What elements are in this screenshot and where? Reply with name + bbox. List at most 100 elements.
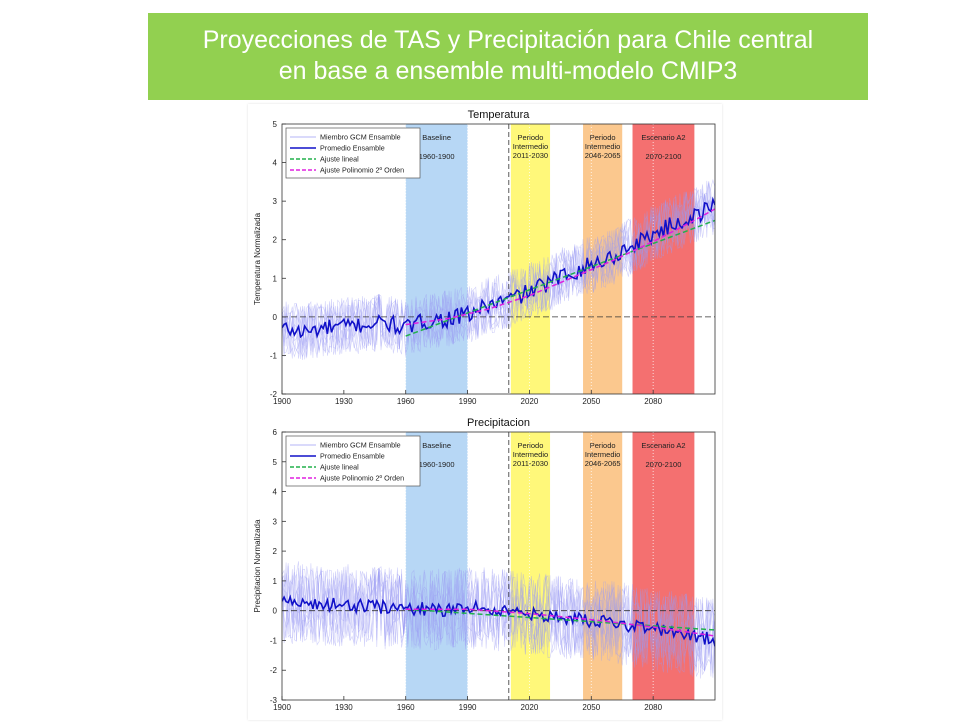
x-tick-label-5: 2020	[521, 397, 539, 406]
member-line-3	[282, 568, 715, 676]
y-tick-label-2: -2	[270, 666, 278, 675]
legend: Miembro GCM Ensamble Promedio Ensamble Aju…	[285, 435, 421, 487]
period-label-4: Escenario A2	[641, 133, 685, 142]
series-line-fit-1	[405, 219, 715, 337]
period-label-line: Intermedio	[585, 450, 620, 459]
series-line-fit-2	[405, 208, 715, 326]
period-label-line: Periodo	[590, 441, 616, 450]
member-line-4	[282, 180, 715, 358]
x-tick-label-6: 2050	[582, 703, 600, 712]
figure: Baseline 1960-1900 Periodo Intermedio 2011-2…	[248, 104, 722, 720]
y-tick-label-6: 3	[273, 197, 278, 206]
slide-title-line-1: Proyecciones de TAS y Precipitación para…	[202, 26, 814, 54]
period-label-line: Periodo	[590, 133, 616, 142]
series-mean-group	[282, 594, 715, 647]
period-label-2: Periodo Intermedio	[513, 133, 548, 151]
period-label-line: Intermedio	[513, 450, 548, 459]
period-label-3: Periodo Intermedio	[585, 133, 620, 151]
x-tick-label-4: 1990	[459, 397, 477, 406]
y-axis-label: Precipitacion Normalizada	[253, 519, 262, 612]
period-label-1: Baseline	[422, 441, 451, 450]
y-tick-label-9: 5	[273, 458, 278, 467]
chart-title: Temperatura	[468, 109, 531, 121]
chart-title: Precipitacion	[467, 417, 530, 429]
period-band-2	[510, 124, 551, 394]
x-tick-label-1: 1900	[273, 703, 291, 712]
period-label-2: Periodo Intermedio	[513, 441, 548, 459]
period-label-line: Escenario A2	[641, 441, 685, 450]
period-label-line: Escenario A2	[641, 133, 685, 142]
legend-entry-1: Miembro GCM Ensamble	[320, 441, 401, 450]
x-tick-label-5: 2020	[521, 703, 539, 712]
x-tick-label-7: 2080	[644, 703, 662, 712]
period-label-4: Escenario A2	[641, 441, 685, 450]
member-line-2	[282, 563, 715, 678]
period-label-line: Baseline	[422, 441, 451, 450]
y-tick-label-5: 1	[273, 577, 278, 586]
legend-entry-4: Ajuste Polinomio 2º Orden	[320, 166, 404, 175]
period-label-1: Baseline	[422, 133, 451, 142]
y-tick-label-8: 4	[273, 488, 278, 497]
member-line-5	[282, 564, 715, 678]
member-line-6	[282, 182, 715, 361]
period-band-2	[510, 432, 551, 700]
period-range-1: 1960-1900	[419, 460, 455, 469]
y-tick-label-10: 6	[273, 428, 278, 437]
legend-entry-3: Ajuste lineal	[320, 155, 359, 164]
y-tick-label-1: -3	[270, 696, 278, 705]
legend-entry-2: Promedio Ensamble	[320, 452, 385, 461]
period-label-line: Periodo	[518, 441, 544, 450]
period-range-4: 2070-2100	[646, 152, 682, 161]
period-label-line: Intermedio	[585, 142, 620, 151]
slide-title-line-2: en base a ensemble multi-modelo CMIP3	[278, 57, 738, 85]
axes-frame	[281, 123, 716, 395]
x-tick-label-7: 2080	[644, 397, 662, 406]
period-label-line: Periodo	[518, 133, 544, 142]
x-tick-label-3: 1960	[397, 703, 415, 712]
y-tick-label-7: 4	[273, 159, 278, 168]
axes-frame	[281, 431, 716, 701]
member-line-10	[282, 178, 715, 354]
legend-entry-1: Miembro GCM Ensamble	[320, 133, 401, 142]
member-lines	[282, 561, 715, 680]
x-tick-label-6: 2050	[582, 397, 600, 406]
x-tick-label-4: 1990	[459, 703, 477, 712]
series-line-promedio	[282, 196, 715, 339]
legend-entry-4: Ajuste Polinomio 2º Orden	[320, 474, 404, 483]
y-tick-label-2: -1	[270, 351, 278, 360]
series-line-promedio	[282, 594, 715, 647]
y-tick-label-3: 0	[273, 313, 278, 322]
member-line-10	[282, 568, 715, 674]
period-range-3: 2046-2065	[585, 459, 621, 468]
member-line-5	[282, 188, 715, 359]
period-band-4	[632, 432, 695, 700]
series-mean-group	[282, 196, 715, 339]
y-tick-label-6: 2	[273, 547, 278, 556]
y-tick-label-4: 1	[273, 274, 278, 283]
period-label-3: Periodo Intermedio	[585, 441, 620, 459]
y-tick-label-8: 5	[273, 120, 278, 129]
period-label-line: Baseline	[422, 133, 451, 142]
period-range-2: 2011-2030	[513, 151, 548, 160]
x-tick-label-2: 1930	[335, 397, 353, 406]
member-line-9	[282, 183, 715, 357]
y-axis-label: Temperatura Normalizada	[253, 212, 262, 305]
period-range-2: 2011-2030	[513, 459, 548, 468]
y-tick-label-3: -1	[270, 636, 278, 645]
legend: Miembro GCM Ensamble Promedio Ensamble Aju…	[285, 127, 421, 179]
period-band-4	[632, 124, 695, 394]
y-tick-label-1: -2	[270, 390, 278, 399]
x-tick-label-2: 1930	[335, 703, 353, 712]
member-line-7	[282, 187, 715, 357]
period-label-line: Intermedio	[513, 142, 548, 151]
period-range-4: 2070-2100	[646, 460, 682, 469]
series-line-fit-1	[405, 608, 715, 631]
series-line-fit-2	[405, 608, 715, 637]
y-tick-label-4: 0	[273, 607, 278, 616]
period-band-3	[583, 432, 623, 700]
y-tick-label-5: 2	[273, 236, 278, 245]
legend-entry-2: Promedio Ensamble	[320, 144, 385, 153]
